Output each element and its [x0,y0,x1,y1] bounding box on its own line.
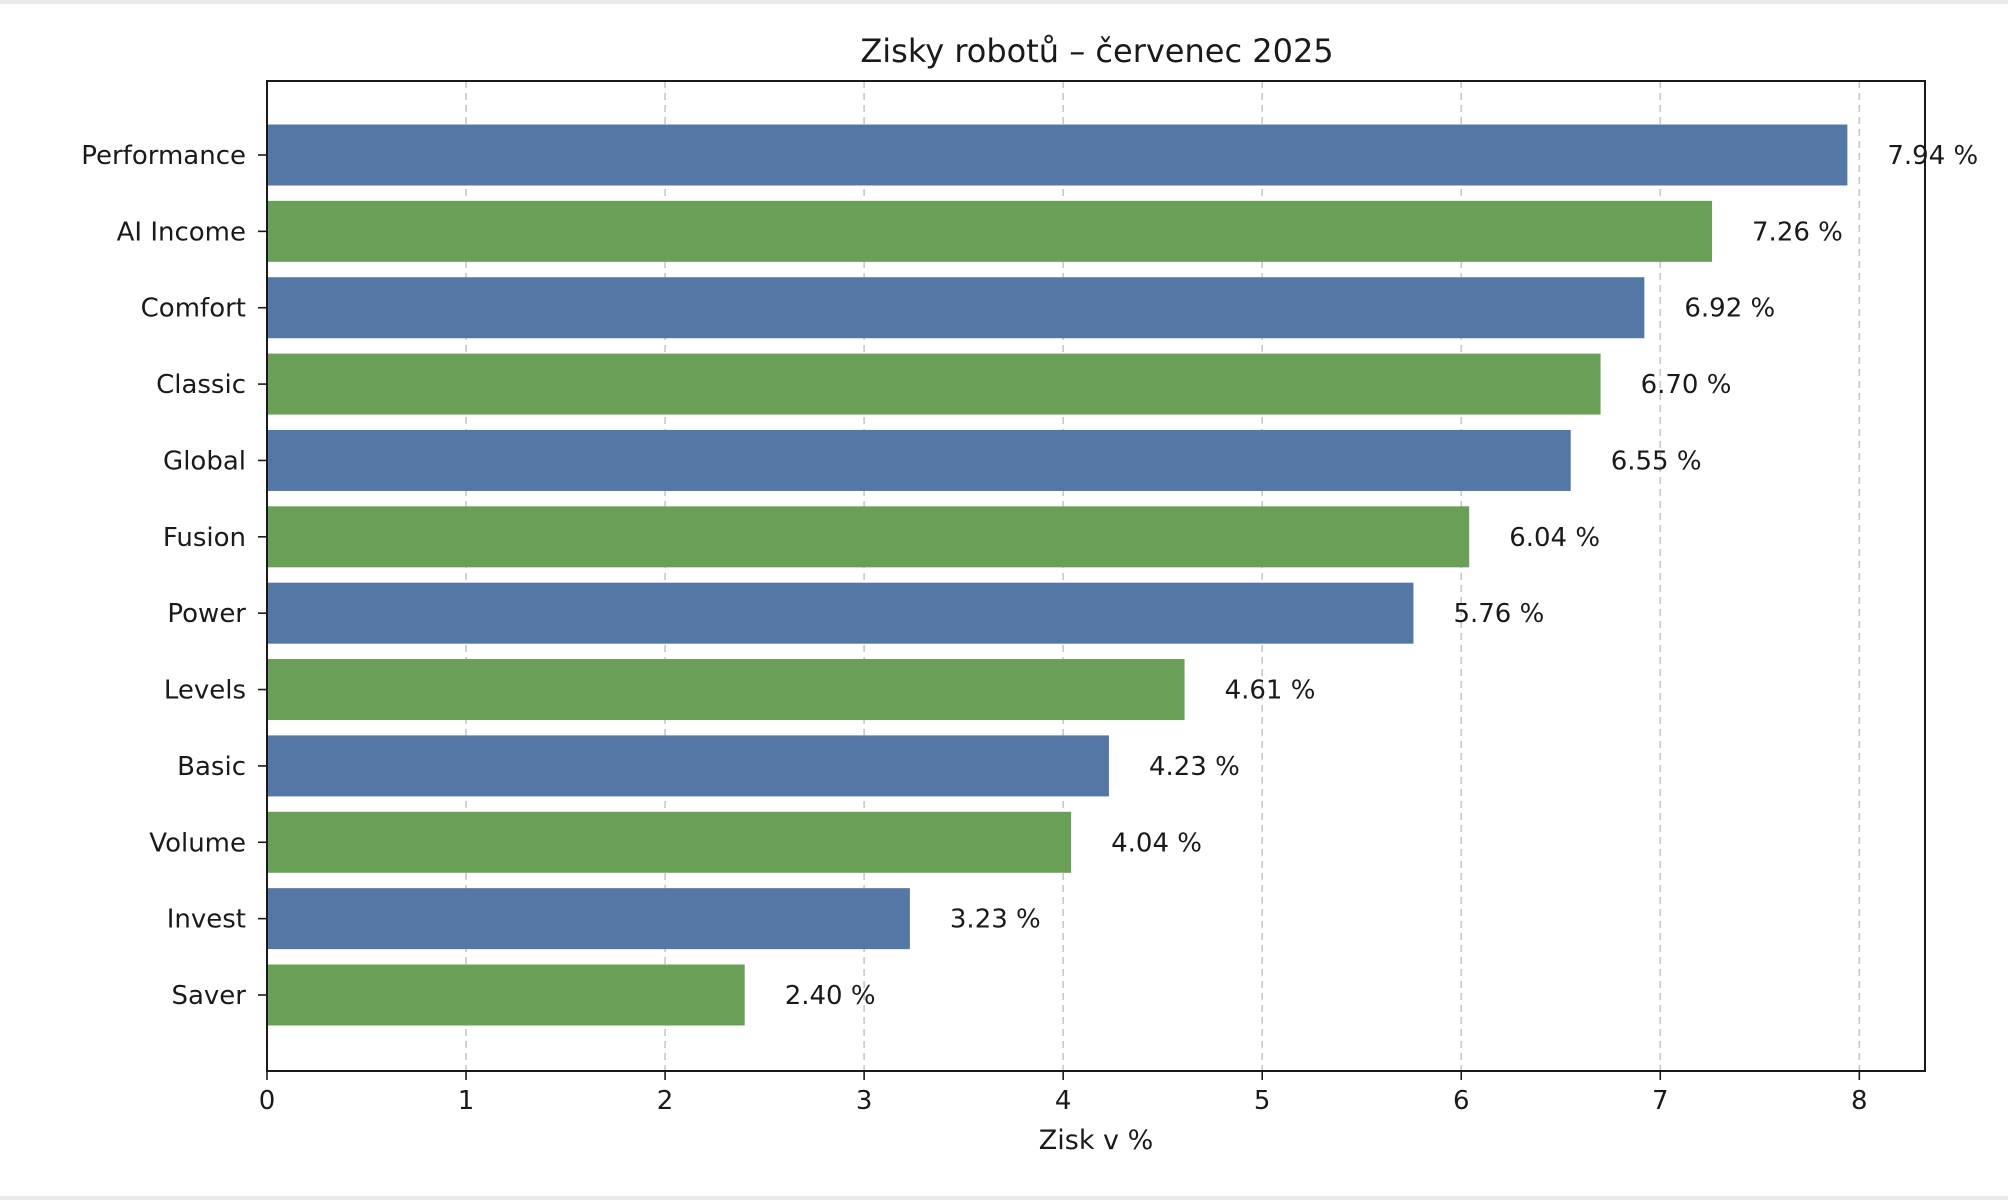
y-axis-ticks: Performance AI Income Comfort Classic Global… [81,141,267,1011]
plot-frame [266,80,1926,1072]
chart-title: Zisky robotů – červenec 2025 [860,32,1333,70]
value-label: 4.04 % [1111,828,1202,858]
bar [267,582,1414,644]
y-tick-label: Classic [156,370,246,400]
value-label: 4.23 % [1149,752,1240,782]
bar [267,888,910,950]
x-tick-label: 0 [259,1086,276,1116]
value-label: 6.55 % [1611,446,1702,476]
grid-lines [465,81,1861,1071]
bar [267,277,1645,339]
y-tick-label: Power [167,599,246,629]
y-tick-label: Invest [167,905,246,935]
y-tick-label: Saver [171,981,246,1011]
value-label: 7.26 % [1752,217,1843,247]
x-axis-ticks: 0 1 2 3 4 5 6 7 8 [259,1071,1868,1116]
bar [267,735,1109,797]
x-tick-label: 2 [657,1086,674,1116]
value-label: 3.23 % [950,905,1041,935]
y-tick-label: Global [163,446,246,476]
y-tick-label: Performance [81,141,246,171]
x-tick-label: 8 [1851,1086,1868,1116]
value-label: 7.94 % [1887,141,1978,171]
value-label: 2.40 % [785,981,876,1011]
value-labels: 7.94 % 7.26 % 6.92 % 6.70 % 6.55 % 6.04 % 5.76… [785,141,1979,1011]
y-tick-label: Levels [164,676,246,706]
x-tick-label: 1 [458,1086,475,1116]
x-tick-label: 5 [1254,1086,1271,1116]
value-label: 6.70 % [1641,370,1732,400]
bar [267,124,1848,186]
bar [267,811,1072,873]
bar [267,506,1470,568]
y-tick-label: Basic [177,752,246,782]
x-axis-label: Zisk v % [1039,1125,1154,1156]
value-label: 5.76 % [1453,599,1544,629]
bar [267,353,1601,415]
bars [267,124,1848,1026]
x-tick-label: 6 [1453,1086,1470,1116]
y-tick-label: Fusion [163,523,246,553]
bar [267,429,1571,491]
value-label: 6.04 % [1509,523,1600,553]
y-tick-label: AI Income [117,217,246,247]
value-label: 4.61 % [1225,676,1316,706]
value-label: 6.92 % [1684,294,1775,324]
x-tick-label: 7 [1652,1086,1669,1116]
bar [267,659,1185,721]
y-tick-label: Comfort [141,294,246,324]
x-tick-label: 3 [856,1086,873,1116]
bar [267,200,1713,262]
x-tick-label: 4 [1055,1086,1072,1116]
bar [267,964,745,1026]
y-tick-label: Volume [149,828,246,858]
